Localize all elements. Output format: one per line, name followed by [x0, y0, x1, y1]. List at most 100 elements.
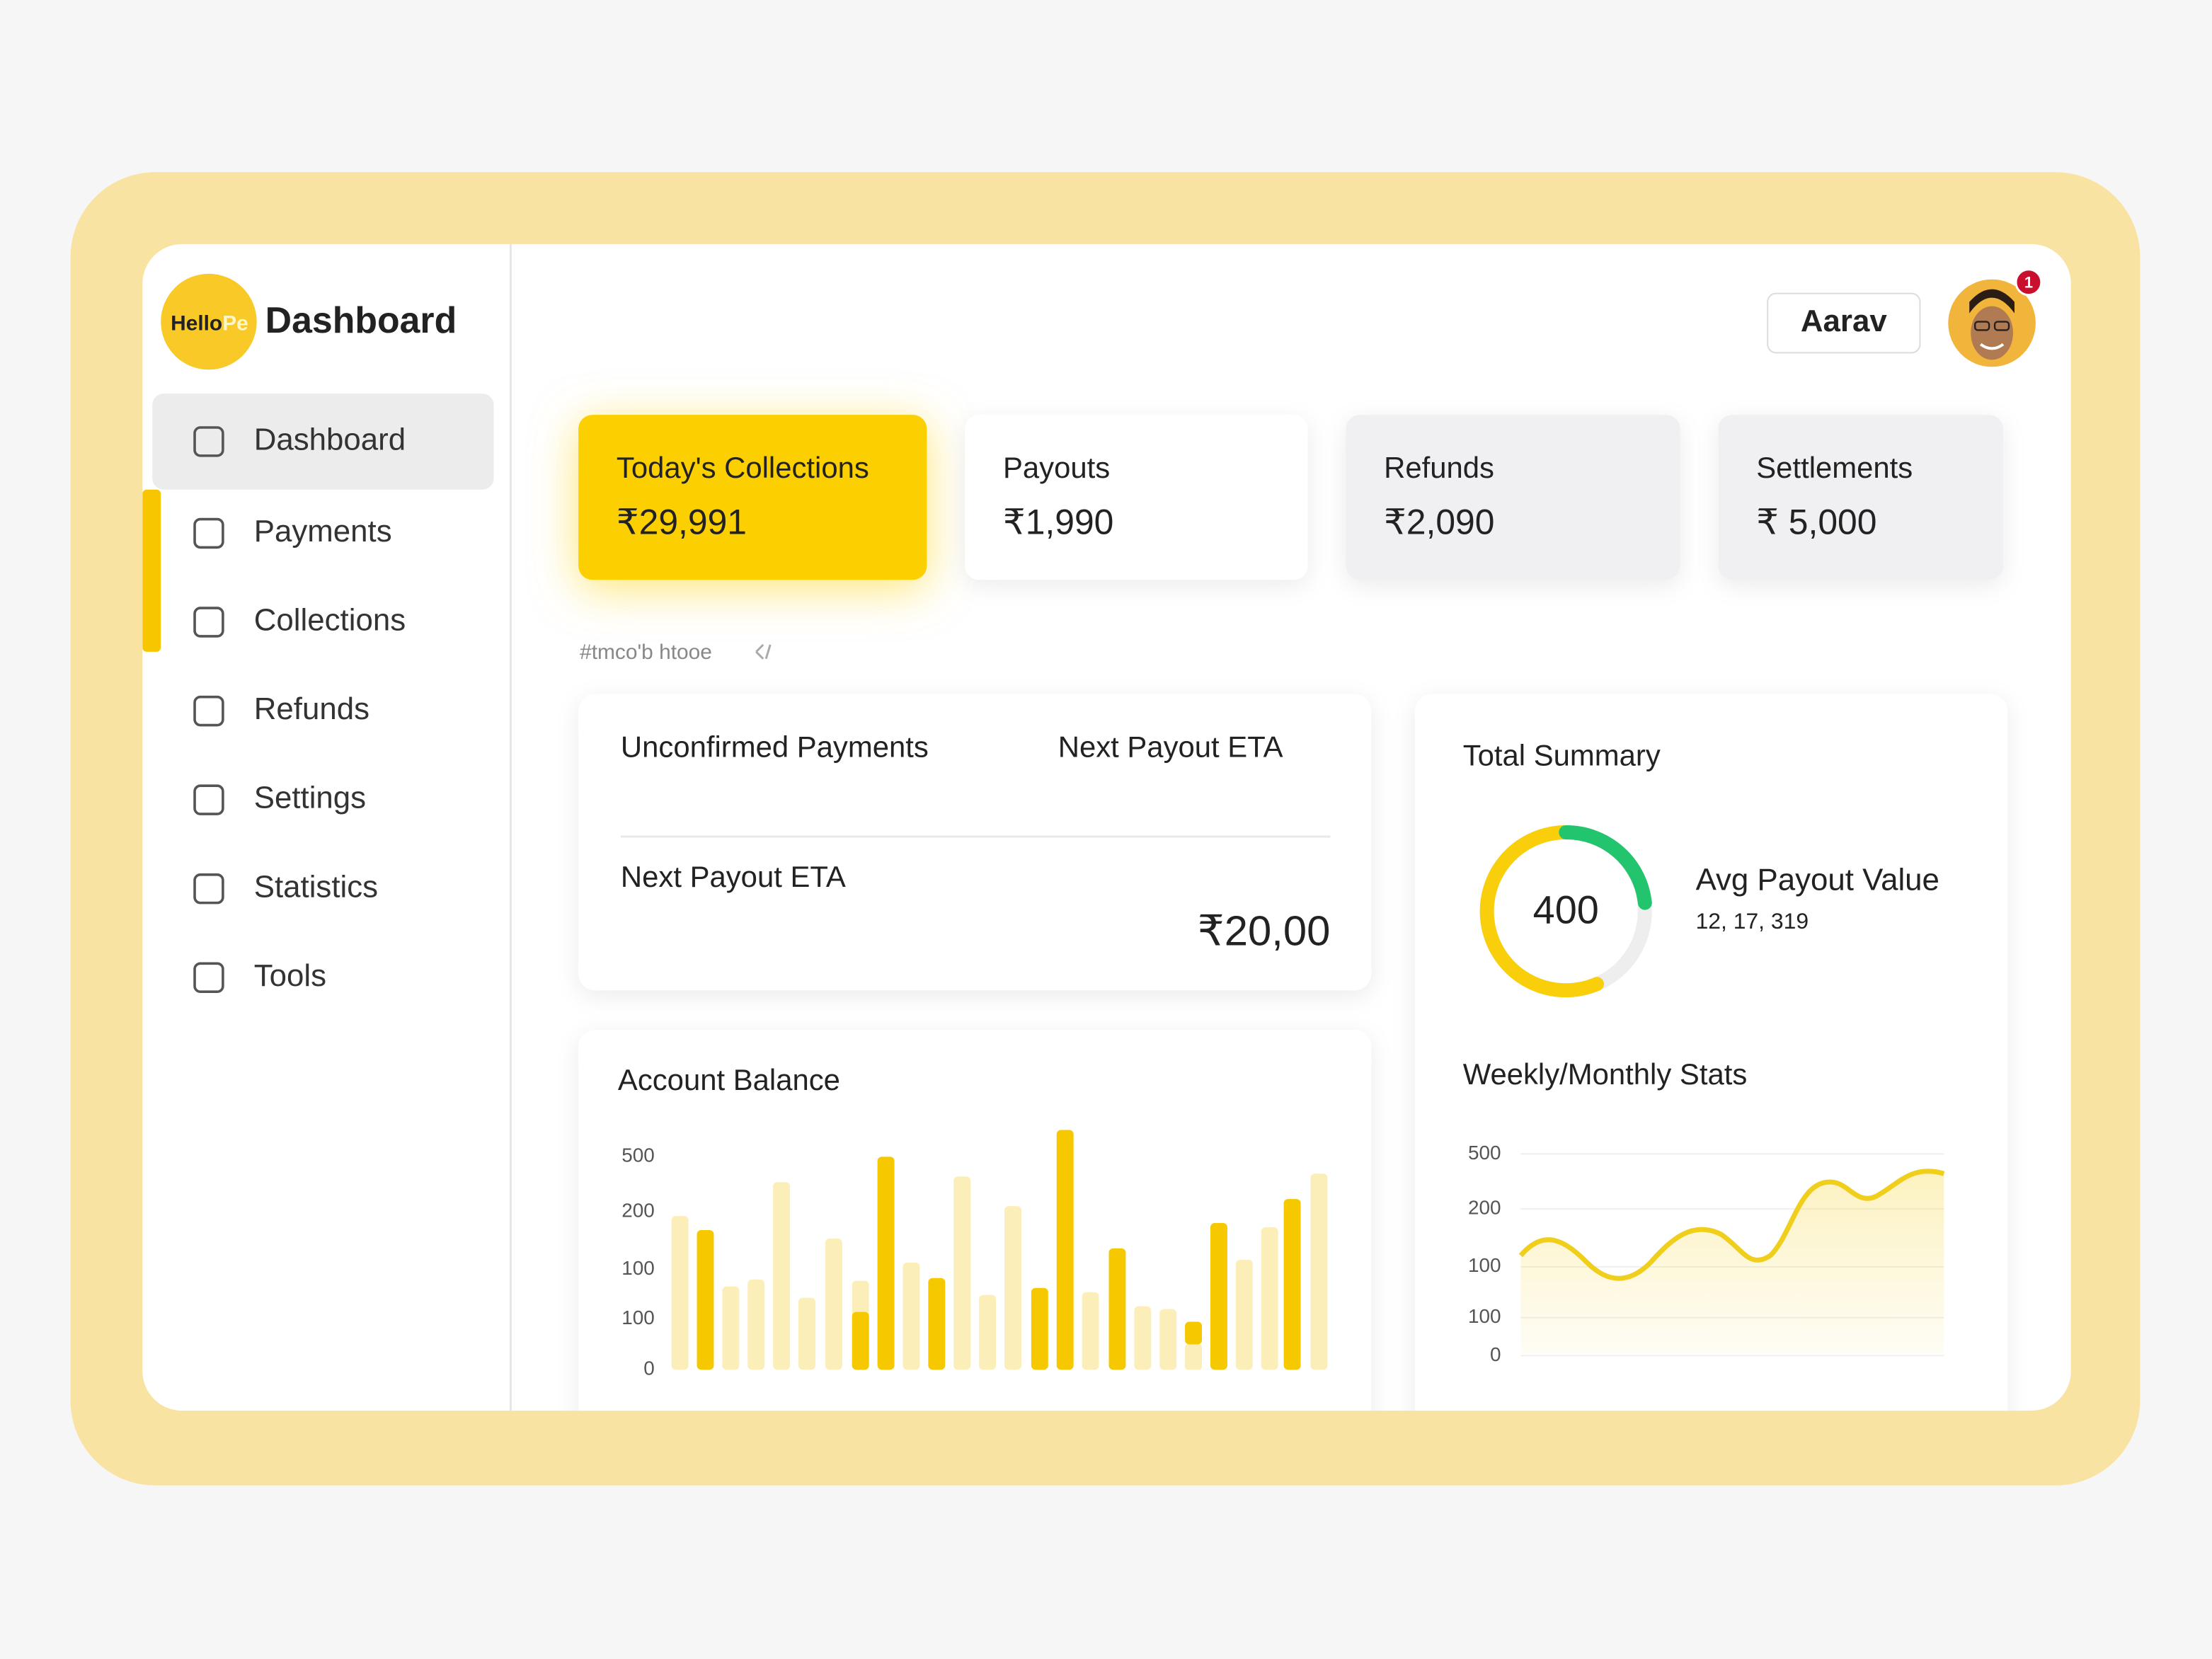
bar [852, 1311, 869, 1370]
nav-active-bg [152, 394, 494, 490]
bar [1283, 1199, 1301, 1370]
panel-title: Account Balance [618, 1063, 840, 1096]
stats-line [1518, 1169, 1945, 1281]
section-label: #tmco'b htooe [580, 641, 712, 664]
bar [825, 1238, 842, 1370]
nav-item[interactable]: Statistics [193, 869, 378, 905]
card-bg [1718, 415, 2004, 580]
nav-indicator [142, 489, 161, 652]
bar [928, 1278, 946, 1370]
card-bg [1346, 415, 1680, 580]
nav-icon [193, 607, 224, 638]
logo[interactable] [161, 273, 257, 370]
nav-icon [193, 962, 224, 993]
bar [1031, 1287, 1048, 1370]
bar [1261, 1227, 1278, 1370]
eta-amount: ₹20,00 [1198, 907, 1331, 954]
axis-label: 0 [643, 1357, 655, 1379]
panel-title: Weekly/Monthly Stats [1463, 1057, 1748, 1091]
avatar[interactable] [1948, 279, 2036, 367]
bar [1134, 1306, 1152, 1370]
card-value: ₹ 5,000 [1756, 503, 1876, 542]
nav-icon [193, 873, 224, 905]
unconfirmed-panel [578, 694, 1372, 991]
notification-badge [2015, 268, 2043, 297]
bar [1108, 1248, 1126, 1370]
nav-label: Tools [254, 958, 326, 993]
nav-icon [193, 695, 224, 727]
axis-label: 500 [1468, 1142, 1501, 1164]
nav-label: Collections [254, 603, 406, 638]
stat-card[interactable]: Today's Collections ₹29,991 [578, 415, 927, 580]
bar [902, 1262, 920, 1370]
bar [798, 1297, 815, 1370]
card-label: Refunds [1384, 451, 1494, 484]
bar [1185, 1321, 1203, 1345]
nav-item[interactable]: Collections [193, 603, 406, 638]
nav-item[interactable]: Payments [193, 514, 392, 549]
card-label: Settlements [1756, 451, 1913, 484]
bar [953, 1176, 971, 1370]
card-value: ₹2,090 [1384, 503, 1494, 542]
card-bg [965, 415, 1308, 580]
axis-label: 100 [621, 1257, 655, 1279]
panel-title: Unconfirmed Payments [621, 730, 929, 763]
card-label: Payouts [1003, 451, 1110, 484]
axis-label: 500 [621, 1144, 655, 1166]
stat-cards: Today's Collections ₹29,991 Payouts ₹1,990 R… [578, 415, 2004, 580]
nav-label: Dashboard [254, 423, 406, 457]
balance-axis: 500 200 100 100 0 [621, 1144, 655, 1379]
bar [773, 1182, 791, 1370]
bar [877, 1156, 895, 1370]
avg-value: 12, 17, 319 [1696, 908, 1809, 934]
nav-item[interactable]: Dashboard [193, 423, 406, 457]
app-content: HelloPe Dashboard Dashboard Payments Colle… [142, 243, 2043, 1411]
bar [1210, 1223, 1227, 1370]
axis-label: 100 [1468, 1305, 1501, 1327]
bar [1082, 1292, 1099, 1370]
bar [671, 1216, 689, 1370]
logo-part2: Pe [222, 311, 248, 335]
stat-card[interactable]: Settlements ₹ 5,000 [1718, 415, 2004, 580]
avatar-glasses [1973, 321, 1990, 331]
nav-label: Settings [254, 781, 366, 815]
nav-icon [193, 784, 224, 815]
avatar-glasses [1993, 321, 2010, 331]
nav-icon [193, 517, 224, 549]
notification-count: 1 [2024, 274, 2033, 292]
sidebar-nav: Dashboard Payments Collections Refunds Setti… [142, 394, 494, 993]
code-icon [755, 643, 772, 660]
avg-label: Avg Payout Value [1696, 862, 1939, 897]
logo-part1: Hello [171, 311, 222, 335]
card-value: ₹1,990 [1003, 503, 1113, 542]
nav-item[interactable]: Settings [193, 781, 366, 815]
avatar-hair [1969, 289, 2015, 314]
nav-item[interactable]: Refunds [193, 691, 369, 727]
donut-value: 400 [1533, 887, 1599, 931]
logo-text: HelloPe [171, 311, 248, 335]
nav-label: Statistics [254, 869, 378, 904]
user-button[interactable] [1767, 292, 1921, 354]
nav-item[interactable]: Tools [193, 958, 326, 993]
eta-label: Next Payout ETA [621, 860, 846, 893]
bar [697, 1230, 714, 1370]
axis-label: 0 [1490, 1343, 1501, 1365]
stat-card[interactable]: Refunds ₹2,090 [1346, 415, 1680, 580]
bar [979, 1295, 997, 1370]
bar [1235, 1259, 1253, 1370]
bar [722, 1286, 740, 1370]
nav-label: Payments [254, 514, 392, 549]
bar [1056, 1130, 1074, 1370]
user-name: Aarav [1801, 304, 1887, 338]
nav-icon [193, 426, 224, 457]
axis-label: 100 [621, 1307, 655, 1328]
axis-label: 200 [1468, 1196, 1501, 1218]
panel-heading: Next Payout ETA [1058, 730, 1283, 763]
nav-label: Refunds [254, 691, 369, 726]
donut-arc [1479, 825, 1605, 998]
stats-area [1520, 1171, 1944, 1355]
stat-card[interactable]: Payouts ₹1,990 [965, 415, 1308, 580]
